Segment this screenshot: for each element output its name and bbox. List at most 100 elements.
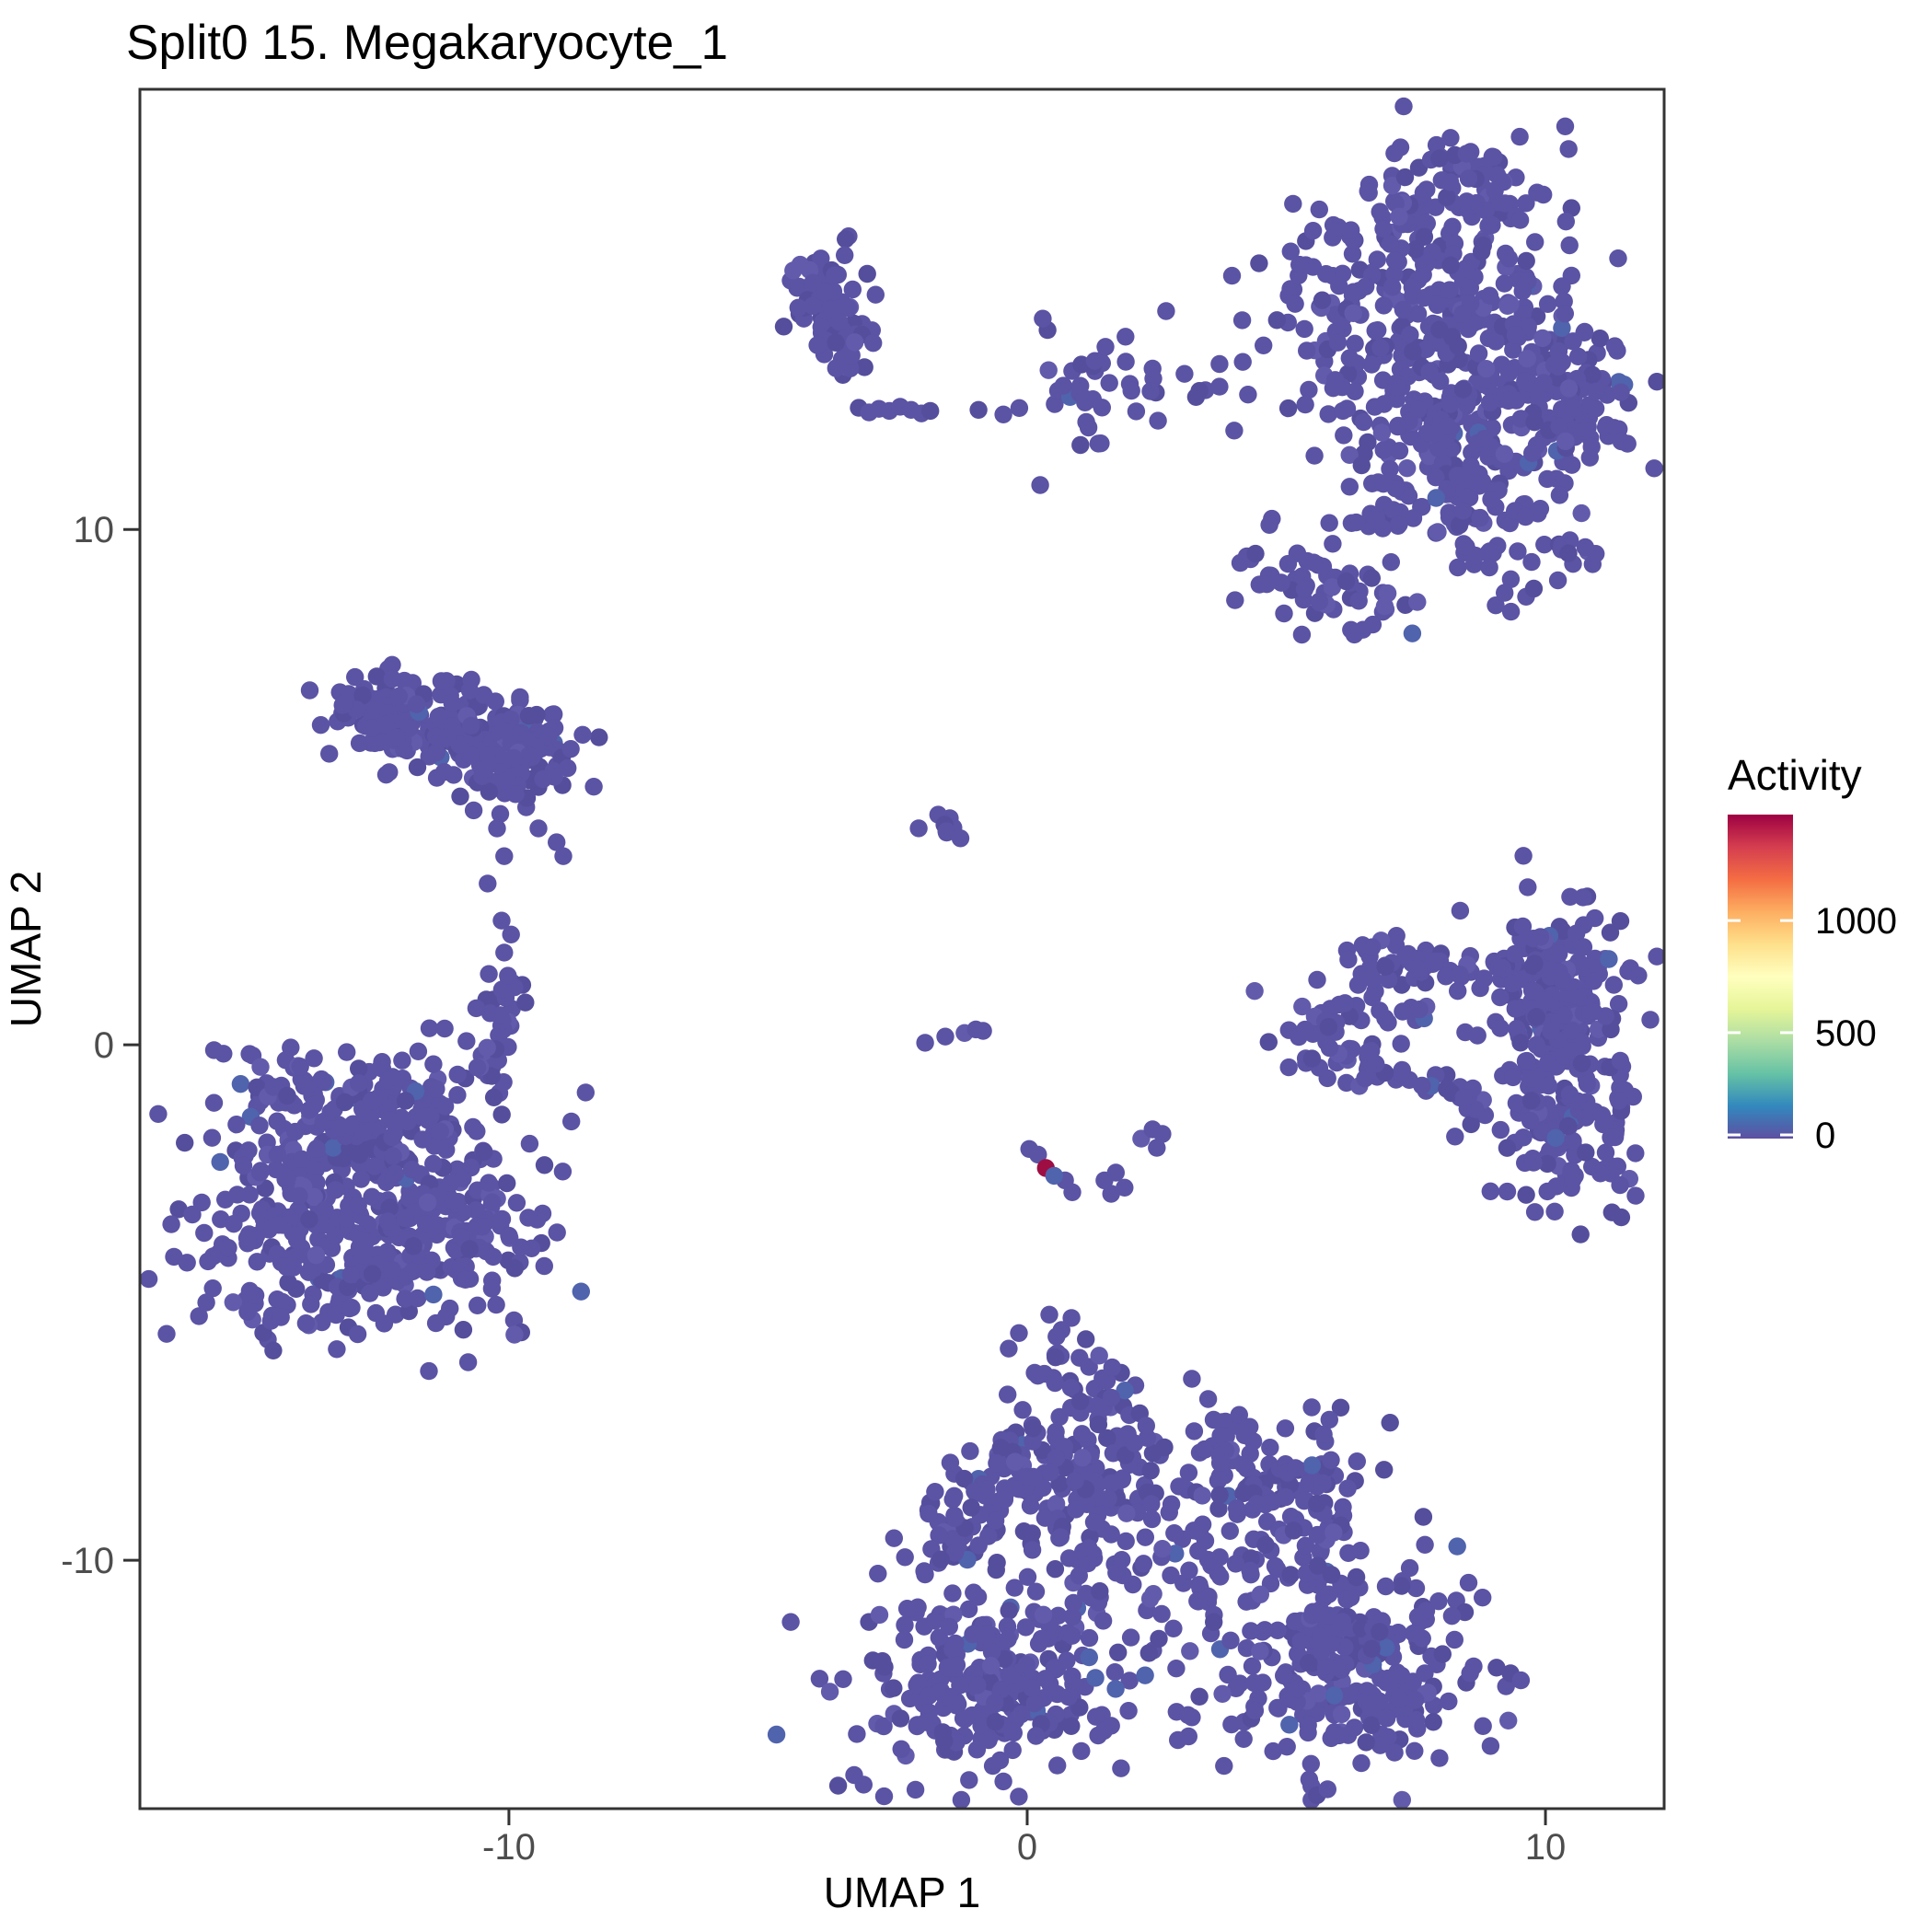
data-point	[468, 1059, 487, 1077]
data-point	[1241, 1561, 1259, 1580]
data-point	[1514, 847, 1533, 865]
data-point	[1310, 200, 1329, 219]
data-point	[1276, 1419, 1295, 1438]
data-point	[1322, 1729, 1340, 1748]
data-point	[841, 359, 860, 377]
data-point	[1233, 353, 1252, 371]
data-point	[1162, 1566, 1180, 1585]
data-point	[1349, 592, 1368, 610]
data-point	[826, 266, 844, 284]
data-point	[1538, 295, 1557, 313]
data-point	[273, 1292, 292, 1312]
data-point	[1591, 330, 1610, 348]
data-point	[441, 1299, 459, 1318]
data-point	[300, 1210, 318, 1229]
colorbar	[1728, 815, 1793, 1139]
data-point	[1266, 1556, 1285, 1576]
data-point	[830, 313, 849, 331]
data-point	[480, 782, 499, 801]
data-point	[341, 1266, 360, 1284]
data-point	[1608, 1157, 1627, 1175]
data-point	[1211, 1427, 1230, 1445]
data-point	[1626, 1186, 1645, 1205]
data-point	[409, 1042, 428, 1061]
data-point	[968, 1676, 987, 1695]
data-point	[467, 999, 486, 1018]
data-point	[1092, 434, 1110, 453]
data-point	[1453, 305, 1472, 323]
data-point	[1427, 135, 1446, 155]
data-point	[1259, 1033, 1278, 1051]
data-point	[237, 1229, 257, 1247]
data-point	[1496, 584, 1514, 602]
data-point	[1510, 211, 1530, 229]
data-point	[1277, 1487, 1295, 1507]
data-point	[1066, 1472, 1084, 1490]
data-point	[988, 1454, 1006, 1473]
data-point	[906, 1780, 925, 1799]
data-point	[457, 1270, 475, 1290]
data-point	[1048, 1756, 1067, 1775]
data-point	[943, 1584, 962, 1602]
data-point	[203, 1279, 222, 1298]
data-point	[1181, 1642, 1199, 1660]
data-point	[1514, 1128, 1533, 1147]
data-point	[1064, 1593, 1082, 1613]
data-point	[240, 1186, 259, 1204]
data-point	[350, 1145, 369, 1164]
data-point	[278, 1168, 296, 1187]
data-point	[1451, 965, 1469, 984]
data-point	[1491, 1120, 1510, 1140]
data-point	[1010, 399, 1029, 417]
data-point	[1359, 433, 1377, 452]
data-point	[986, 1694, 1004, 1712]
data-point	[979, 1730, 998, 1750]
data-point	[1385, 1743, 1404, 1762]
data-point	[1517, 1186, 1535, 1204]
data-point	[1264, 1741, 1282, 1761]
data-point	[1109, 1643, 1128, 1662]
data-point	[1495, 274, 1514, 293]
data-point	[1476, 202, 1496, 220]
data-point	[505, 1325, 524, 1344]
data-point	[287, 1279, 306, 1299]
data-point	[892, 1740, 910, 1759]
data-point	[1394, 300, 1413, 319]
data-point	[300, 681, 319, 700]
data-point	[495, 847, 514, 865]
data-point	[1392, 1577, 1411, 1595]
data-point	[422, 1107, 440, 1126]
data-point	[584, 778, 603, 796]
data-point	[1560, 1085, 1579, 1104]
data-point	[1070, 1392, 1090, 1411]
data-point	[1513, 917, 1533, 936]
data-point	[1417, 423, 1437, 443]
data-point	[1302, 1049, 1322, 1068]
data-point	[1237, 1639, 1256, 1658]
data-point	[424, 1285, 443, 1304]
colorbar-ticks: 1000 500 0	[1728, 901, 1897, 1156]
data-point	[827, 359, 845, 377]
data-point	[1416, 214, 1434, 233]
data-point	[767, 1725, 786, 1744]
data-point	[1215, 1756, 1233, 1776]
data-point	[383, 1068, 402, 1086]
data-point	[1583, 365, 1602, 384]
data-point	[1209, 1499, 1228, 1518]
data-point	[1317, 265, 1336, 283]
data-point	[919, 1655, 937, 1673]
data-point	[1605, 337, 1625, 355]
data-point	[1164, 1619, 1183, 1638]
data-point	[1560, 236, 1579, 255]
data-point	[1325, 371, 1345, 389]
data-point	[951, 829, 970, 848]
data-point	[1521, 374, 1540, 393]
data-point	[1324, 535, 1342, 553]
data-point	[393, 1051, 411, 1070]
data-point	[227, 1116, 246, 1134]
data-point	[1610, 1092, 1628, 1110]
data-point	[1559, 379, 1579, 398]
data-point	[1136, 1666, 1154, 1684]
data-point	[1423, 243, 1441, 261]
data-point	[1456, 1023, 1475, 1042]
